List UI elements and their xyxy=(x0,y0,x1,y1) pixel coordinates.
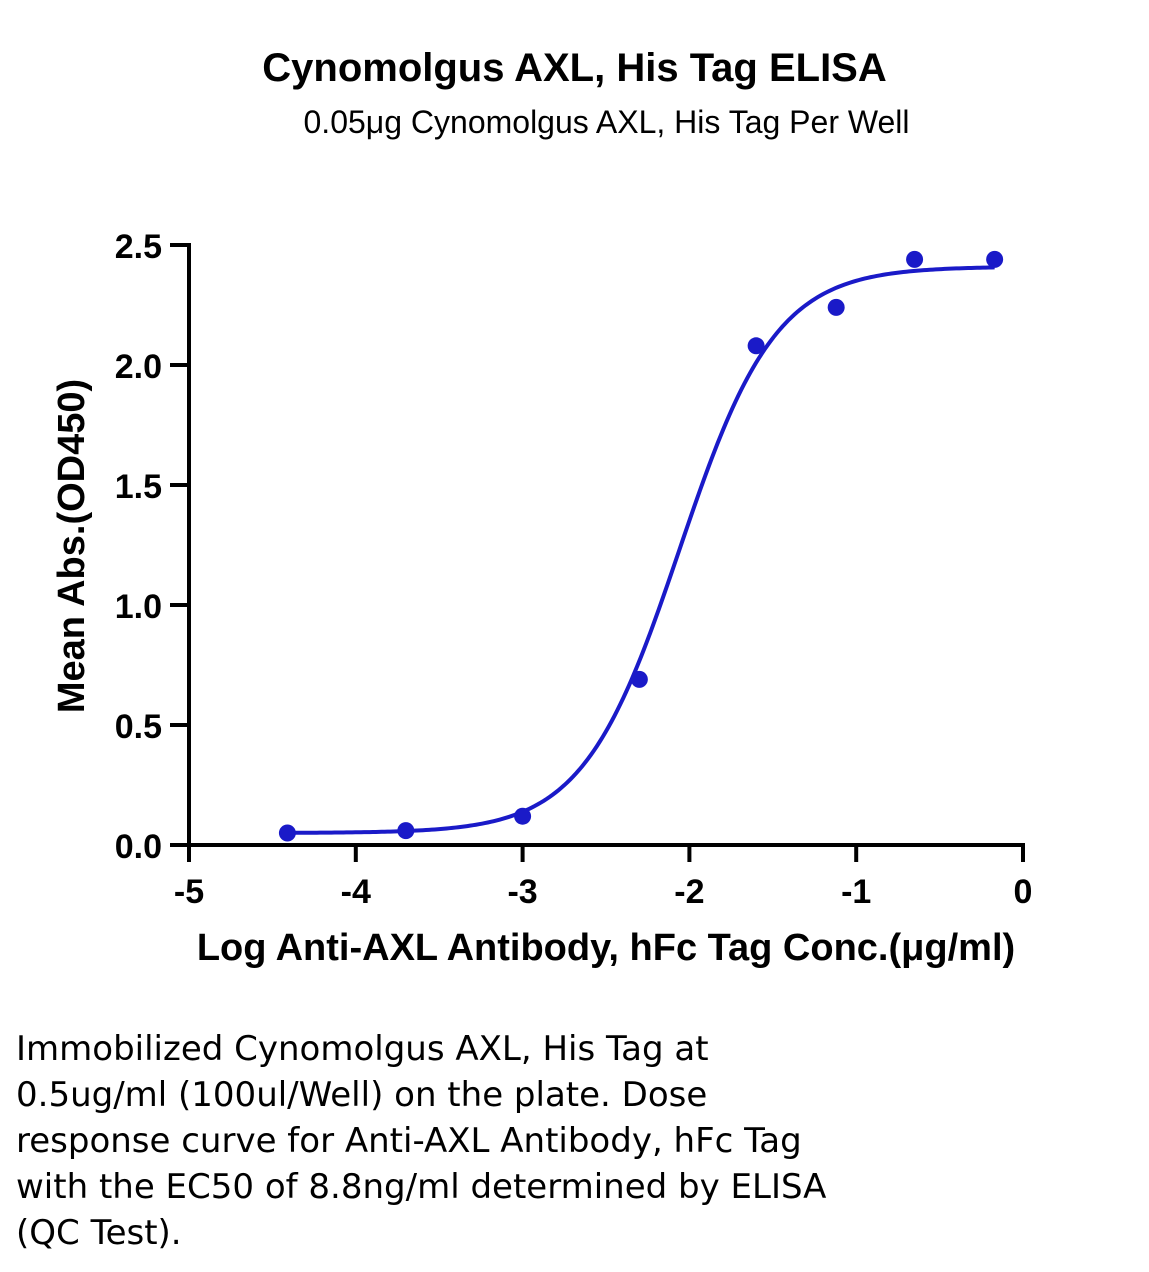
y-tick-label: 0.5 xyxy=(115,708,162,746)
y-tick-label: 2.5 xyxy=(115,228,162,266)
data-point xyxy=(906,250,924,268)
data-point xyxy=(278,824,296,842)
y-axis-label: Mean Abs.(OD450) xyxy=(51,379,93,713)
x-tick-label: -2 xyxy=(674,873,704,911)
y-axis-ticks: 0.0 0.5 1.0 1.5 2.0 2.5 xyxy=(115,228,189,866)
fit-curve xyxy=(287,265,995,835)
x-tick-label: -3 xyxy=(507,873,537,911)
x-tick-label: -1 xyxy=(841,873,871,911)
chart-title: Cynomolgus AXL, His Tag ELISA xyxy=(262,46,887,90)
data-point xyxy=(630,670,648,688)
caption-line: 0.5ug/ml (100ul/Well) on the plate. Dose xyxy=(16,1075,708,1115)
y-tick-label: 1.5 xyxy=(115,468,162,506)
caption-line: (QC Test). xyxy=(16,1213,182,1253)
x-tick-label: 0 xyxy=(1014,873,1033,911)
chart-subtitle: 0.05μg Cynomolgus AXL, His Tag Per Well xyxy=(303,104,910,140)
data-point xyxy=(827,298,845,316)
data-point xyxy=(397,822,415,840)
caption-line: with the EC50 of 8.8ng/ml determined by … xyxy=(16,1167,827,1207)
caption-line: Immobilized Cynomolgus AXL, His Tag at xyxy=(16,1029,709,1069)
caption-line: response curve for Anti-AXL Antibody, hF… xyxy=(16,1121,802,1161)
y-tick-label: 1.0 xyxy=(115,588,162,626)
x-tick-label: -4 xyxy=(341,873,371,911)
x-axis-label: Log Anti-AXL Antibody, hFc Tag Conc.(μg/… xyxy=(197,927,1015,969)
data-point xyxy=(986,250,1004,268)
data-point xyxy=(747,337,765,355)
figure-caption: Immobilized Cynomolgus AXL, His Tag at 0… xyxy=(16,1026,1136,1256)
y-tick-label: 2.0 xyxy=(115,348,162,386)
x-axis-ticks: -5 -4 -3 -2 -1 0 xyxy=(174,845,1033,911)
x-tick-label: -5 xyxy=(174,873,204,911)
data-point xyxy=(514,807,532,825)
y-tick-label: 0.0 xyxy=(115,828,162,866)
elisa-dose-response-chart: 0.0 0.5 1.0 1.5 2.0 2.5 -5 -4 -3 -2 -1 0 Log Anti-… xyxy=(51,228,1033,969)
data-points xyxy=(278,250,1004,842)
